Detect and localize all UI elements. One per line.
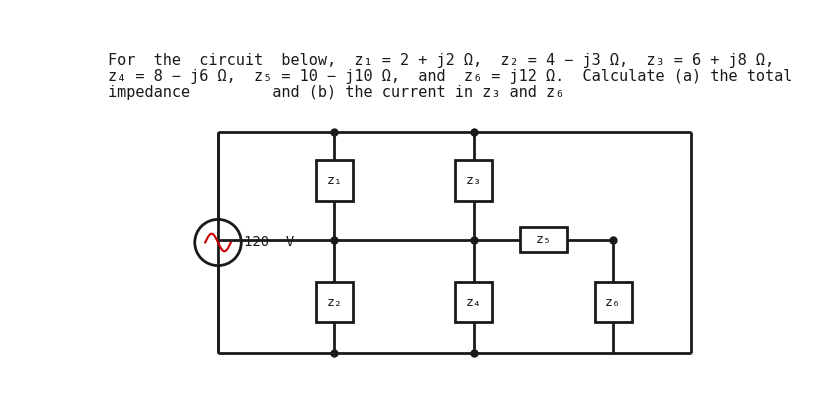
Text: For  the  circuit  below,  z₁ = 2 + j2 Ω,  z₂ = 4 − j3 Ω,  z₃ = 6 + j8 Ω,: For the circuit below, z₁ = 2 + j2 Ω, z₂…: [108, 53, 774, 68]
Text: z₂: z₂: [326, 295, 342, 309]
FancyBboxPatch shape: [455, 160, 492, 201]
Text: z₄: z₄: [466, 295, 482, 309]
FancyBboxPatch shape: [316, 282, 352, 322]
FancyBboxPatch shape: [316, 160, 352, 201]
FancyBboxPatch shape: [455, 282, 492, 322]
Text: z₆: z₆: [606, 295, 621, 309]
Text: 120  V: 120 V: [244, 236, 295, 249]
Text: z₅: z₅: [536, 233, 552, 246]
Text: z₁: z₁: [326, 174, 342, 187]
FancyBboxPatch shape: [595, 282, 632, 322]
FancyBboxPatch shape: [520, 228, 567, 252]
Text: impedance         and (b) the current in z₃ and z₆: impedance and (b) the current in z₃ and …: [108, 85, 564, 100]
Text: z₄ = 8 − j6 Ω,  z₅ = 10 − j10 Ω,  and  z₆ = j12 Ω.  Calculate (a) the total: z₄ = 8 − j6 Ω, z₅ = 10 − j10 Ω, and z₆ =…: [108, 69, 792, 84]
Text: z₃: z₃: [466, 174, 482, 187]
